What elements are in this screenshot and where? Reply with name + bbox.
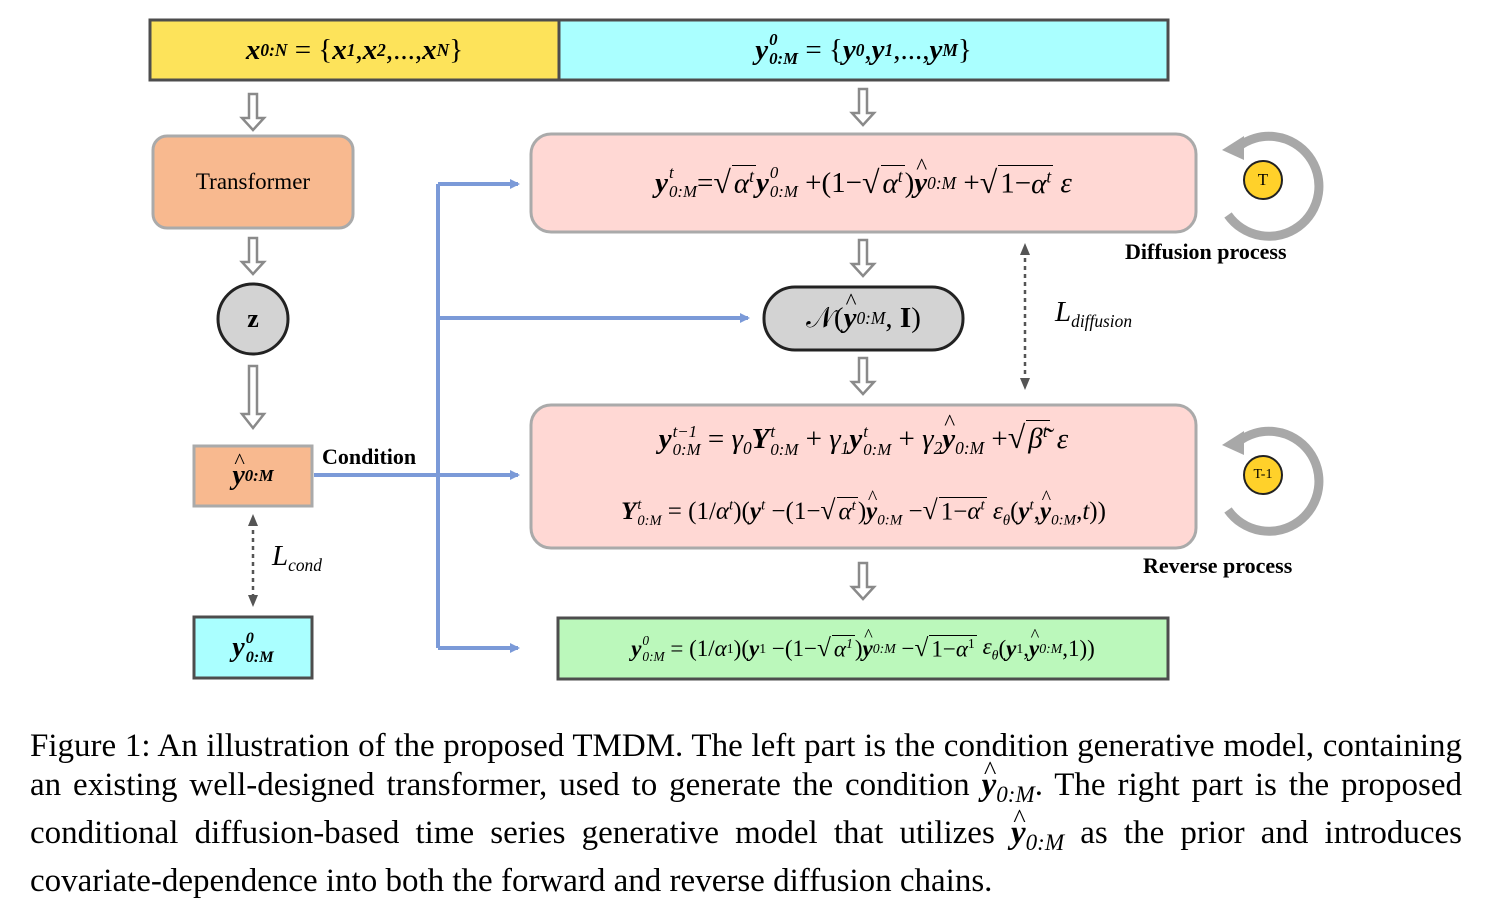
target-box (192, 615, 314, 680)
loss-arrows (251, 250, 1027, 602)
caption-part-1: Figure 1: An illustration of the propose… (30, 728, 1462, 803)
loss-diffusion-head-up (1020, 243, 1030, 255)
diffusion-process-label: Diffusion process (1125, 239, 1287, 264)
arrow-input-to-transformer (239, 92, 267, 132)
reverse-equation-box (529, 403, 1198, 550)
hollow-arrows (239, 87, 877, 601)
final-equation: y00:M = (1/α1)(y1 −(1−√α1)y0:M −√1−α1 εθ… (558, 618, 1168, 679)
loss-arrowheads (248, 243, 1030, 607)
input-x-box (148, 18, 561, 82)
reverse-equation-2: Yt0:M = (1/αt)(yt −(1−√αt)y0:M −√1−αt εθ… (531, 494, 1196, 530)
condition-arrows (314, 179, 750, 653)
caption-symbol-1: y0:M (982, 767, 1035, 807)
condition-label: Condition (322, 444, 417, 469)
caption-symbol-2: y0:M (1011, 815, 1064, 855)
loss-cond-head-up (248, 514, 258, 526)
latent-label: z (247, 304, 259, 333)
arrow-transformer-to-z (239, 236, 267, 276)
reverse-process-label: Reverse process (1143, 553, 1293, 578)
figure-caption: Figure 1: An illustration of the propose… (30, 727, 1462, 901)
input-y-box (557, 18, 1170, 82)
arrow-z-to-prior (239, 364, 267, 431)
loss-diffusion-head-down (1020, 378, 1030, 390)
arrow-forward-to-gaussian (849, 238, 877, 278)
loss-cond-head-down (248, 595, 258, 607)
input-y-expression: y 0 0:M = {y 0, y 1,..., y M} (755, 30, 972, 68)
caption-part-3: as the prior and introduces covariate-de… (30, 814, 1462, 899)
caption-part-2: . The right part is the proposed conditi… (30, 767, 1462, 851)
cycle-T1-icon (1222, 426, 1324, 536)
prior-label: y0:M (194, 446, 312, 506)
target-label: y 0 0:M (232, 629, 274, 666)
arrow-gaussian-to-reverse (849, 356, 877, 396)
gaussian-expression: 𝒩(y0:M, I) (764, 287, 963, 350)
badge-T: T (1257, 170, 1269, 189)
gaussian-node (762, 285, 965, 352)
latent-node (216, 282, 290, 356)
arrow-input-to-forward (849, 87, 877, 127)
badge-T1: T-1 (1253, 467, 1273, 482)
loss-diffusion-label: Ldiffusion (1055, 296, 1133, 332)
loss-cond-label: Lcond (272, 540, 322, 576)
prior-box (192, 444, 314, 508)
arrow-reverse-to-final (849, 561, 877, 601)
input-x-expression: x 0:N = {x 1, x 2,..., x N} (245, 33, 464, 66)
cycle-T-icon (1222, 131, 1324, 241)
forward-equation-box (529, 132, 1198, 234)
transformer-label: Transformer (195, 169, 311, 194)
transformer-box (151, 134, 355, 230)
